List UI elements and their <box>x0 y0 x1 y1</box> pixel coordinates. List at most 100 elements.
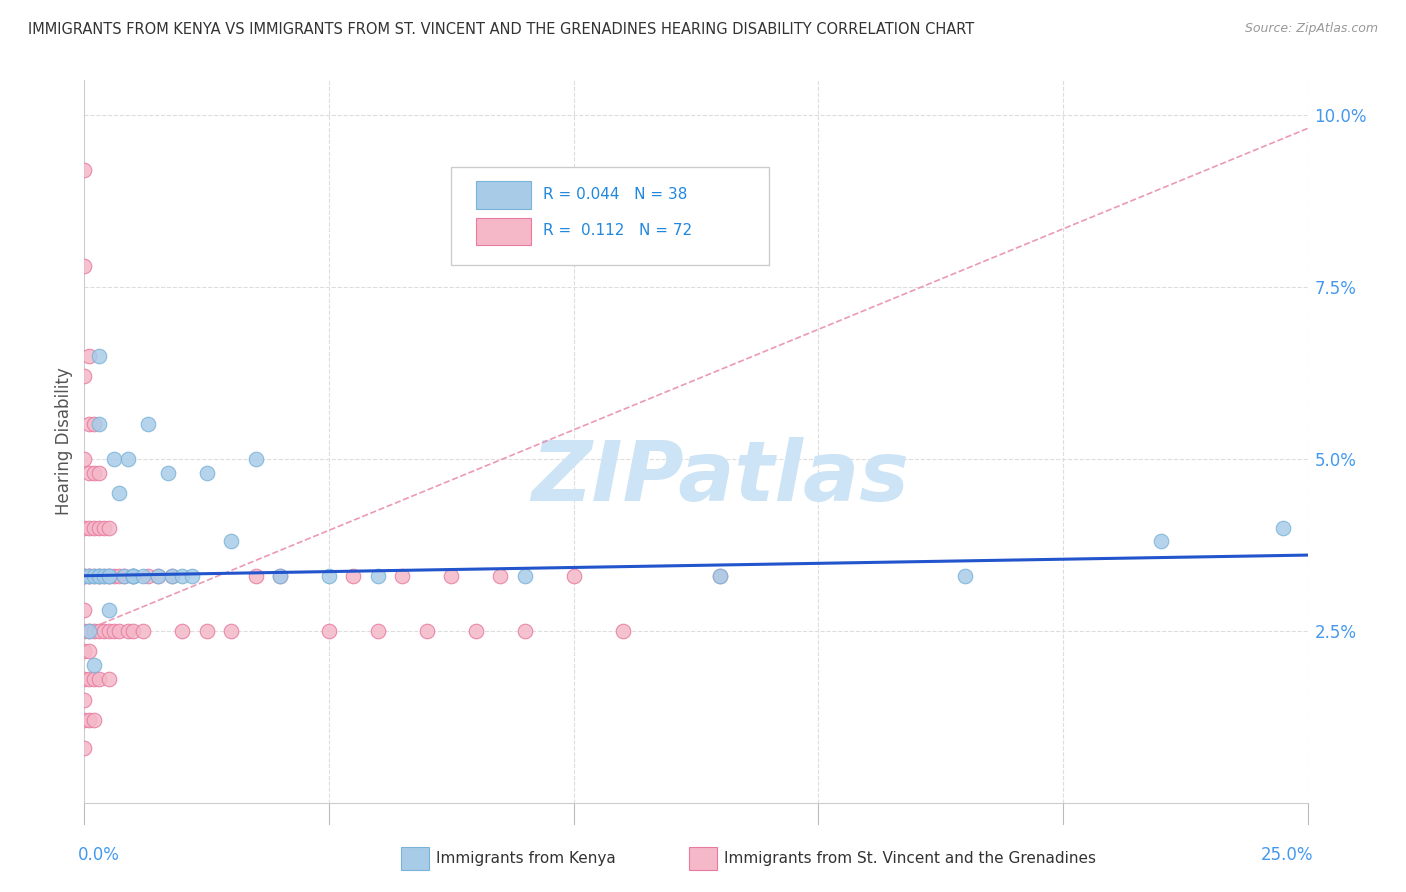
Point <box>162 568 184 582</box>
Point <box>342 568 364 582</box>
Point <box>77 672 100 686</box>
Point <box>122 624 145 638</box>
Point <box>162 568 184 582</box>
Point <box>146 568 169 582</box>
Point <box>73 568 96 582</box>
Point <box>73 644 96 658</box>
Text: IMMIGRANTS FROM KENYA VS IMMIGRANTS FROM ST. VINCENT AND THE GRENADINES HEARING : IMMIGRANTS FROM KENYA VS IMMIGRANTS FROM… <box>28 22 974 37</box>
Point <box>93 624 115 638</box>
Point <box>122 568 145 582</box>
Point <box>73 740 96 755</box>
Point <box>83 672 105 686</box>
Point <box>112 568 135 582</box>
Point <box>83 713 105 727</box>
Point <box>97 568 120 582</box>
Point <box>1150 534 1173 549</box>
Point <box>117 451 139 466</box>
Point <box>73 162 96 177</box>
Point <box>97 603 120 617</box>
Point <box>87 568 110 582</box>
Point <box>73 624 96 638</box>
Point <box>122 568 145 582</box>
Point <box>77 466 100 480</box>
Point <box>87 624 110 638</box>
Point <box>77 713 100 727</box>
Point <box>156 466 179 480</box>
Point <box>112 568 135 582</box>
Point <box>73 369 96 384</box>
Text: Immigrants from Kenya: Immigrants from Kenya <box>436 852 616 866</box>
Point <box>513 568 536 582</box>
Point <box>73 520 96 534</box>
Point <box>318 624 340 638</box>
Point <box>136 417 159 432</box>
Point <box>107 624 129 638</box>
Point <box>93 520 115 534</box>
Point <box>489 568 512 582</box>
Point <box>73 692 96 706</box>
Point <box>97 568 120 582</box>
Point <box>73 259 96 273</box>
Text: 0.0%: 0.0% <box>79 847 120 864</box>
Point <box>219 534 242 549</box>
Point <box>83 520 105 534</box>
Point <box>1272 520 1295 534</box>
Point <box>367 568 389 582</box>
Point <box>77 417 100 432</box>
Point <box>107 568 129 582</box>
Point <box>132 624 155 638</box>
Point <box>83 658 105 673</box>
Point <box>269 568 291 582</box>
Point <box>87 466 110 480</box>
Point <box>269 568 291 582</box>
Text: R =  0.112   N = 72: R = 0.112 N = 72 <box>543 223 692 238</box>
Point <box>103 451 125 466</box>
Point <box>77 624 100 638</box>
Point <box>77 520 100 534</box>
Point <box>562 568 585 582</box>
Point <box>117 624 139 638</box>
Point <box>83 466 105 480</box>
Point <box>245 451 267 466</box>
Point <box>146 568 169 582</box>
Point <box>709 568 731 582</box>
Point <box>77 624 100 638</box>
Text: Source: ZipAtlas.com: Source: ZipAtlas.com <box>1244 22 1378 36</box>
Point <box>195 466 218 480</box>
Point <box>83 568 105 582</box>
Point <box>87 417 110 432</box>
Y-axis label: Hearing Disability: Hearing Disability <box>55 368 73 516</box>
Point <box>87 568 110 582</box>
Point <box>367 624 389 638</box>
Point <box>195 624 218 638</box>
Point <box>245 568 267 582</box>
Point <box>122 568 145 582</box>
Point <box>83 624 105 638</box>
Text: R = 0.044   N = 38: R = 0.044 N = 38 <box>543 187 688 202</box>
FancyBboxPatch shape <box>451 167 769 265</box>
Point <box>77 349 100 363</box>
Point <box>87 568 110 582</box>
Point <box>172 568 194 582</box>
FancyBboxPatch shape <box>475 181 531 209</box>
Point <box>93 568 115 582</box>
Point <box>73 713 96 727</box>
Point <box>97 672 120 686</box>
Point <box>77 644 100 658</box>
Point <box>219 624 242 638</box>
Point <box>73 672 96 686</box>
Point <box>77 568 100 582</box>
Point <box>73 568 96 582</box>
Point <box>318 568 340 582</box>
Point <box>93 568 115 582</box>
Point <box>416 624 439 638</box>
Point <box>464 624 486 638</box>
Text: Immigrants from St. Vincent and the Grenadines: Immigrants from St. Vincent and the Gren… <box>724 852 1097 866</box>
FancyBboxPatch shape <box>475 218 531 245</box>
Point <box>709 568 731 582</box>
Text: 25.0%: 25.0% <box>1261 847 1313 864</box>
Point <box>953 568 976 582</box>
Point <box>73 603 96 617</box>
Point <box>136 568 159 582</box>
Point <box>97 568 120 582</box>
